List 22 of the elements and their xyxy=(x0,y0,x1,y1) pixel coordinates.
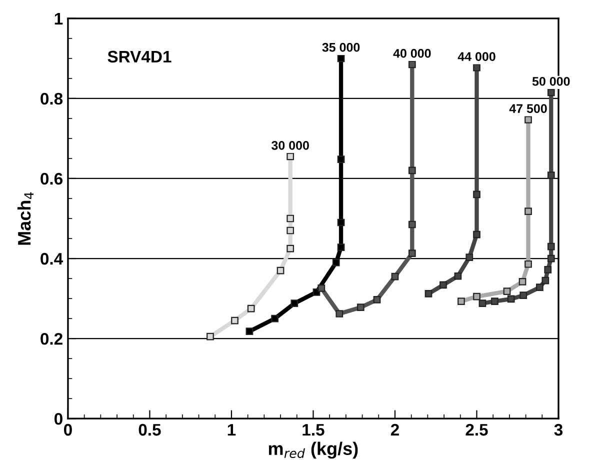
x-tick-label: 1 xyxy=(228,424,236,436)
x-axis-title: m$_{red}$ (kg/s) xyxy=(268,442,358,459)
x-tick-label: 0.5 xyxy=(138,424,161,436)
y-tick-label: 0 xyxy=(54,413,62,425)
y-tick-label: 1 xyxy=(54,12,63,24)
y-tick-label: 0.6 xyxy=(40,172,63,185)
series-label: 35 000 xyxy=(322,42,360,52)
x-tick-label: 2 xyxy=(390,424,399,436)
x-tick-label: 2.5 xyxy=(466,424,488,436)
series-label: 47 500 xyxy=(509,104,547,114)
x-tick-label: 3 xyxy=(554,424,563,436)
y-tick-label: 0.2 xyxy=(40,332,62,345)
y-tick-label: 0.4 xyxy=(40,252,64,265)
series-label: 50 000 xyxy=(532,76,570,86)
x-tick-label: 0 xyxy=(64,424,72,436)
x-tick-label: 1.5 xyxy=(302,424,324,436)
y-tick-label: 0.8 xyxy=(40,92,63,105)
series-label: 30 000 xyxy=(272,140,309,150)
y-axis-title: Mach$_{4}$ xyxy=(17,192,34,245)
series-label: 44 000 xyxy=(458,52,496,61)
series-label: 40 000 xyxy=(393,48,431,58)
annotation: SRV4D1 xyxy=(108,50,172,63)
